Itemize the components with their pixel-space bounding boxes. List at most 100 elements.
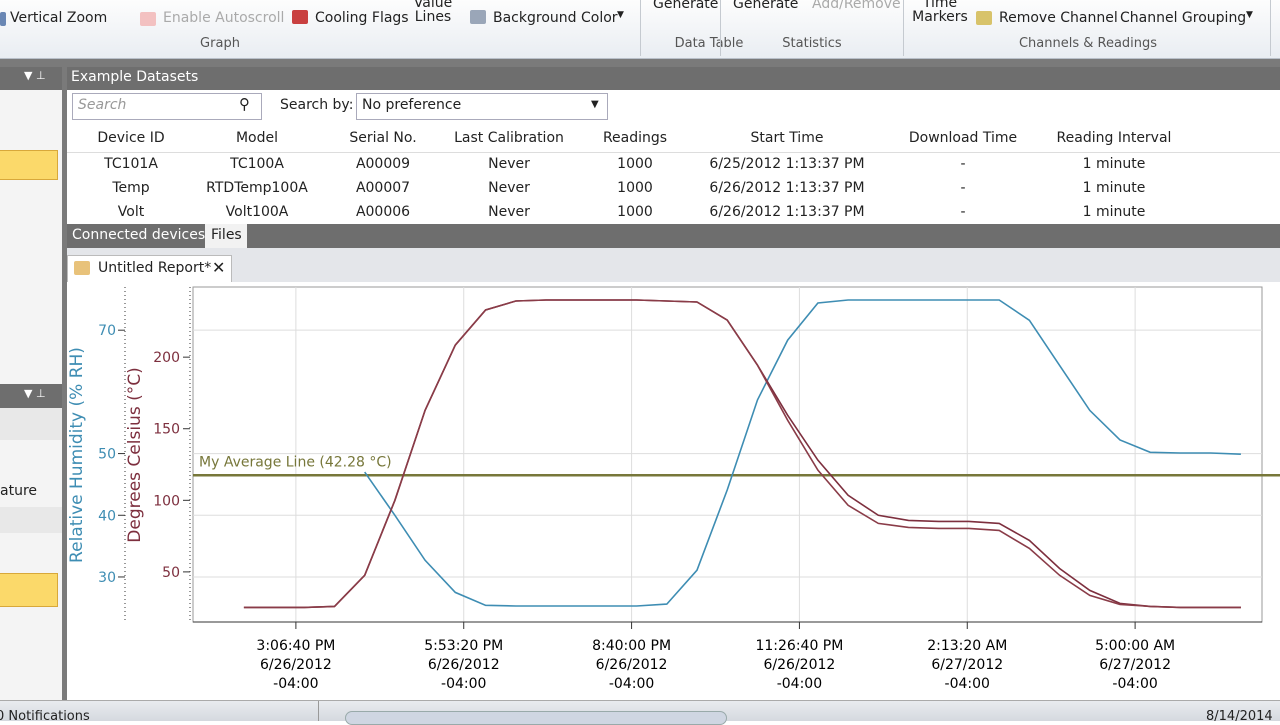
table-cell: 1 minute — [1082, 204, 1146, 220]
x-tick-label-line: 6/26/2012 — [596, 657, 668, 673]
search-box[interactable]: Search ⚲ — [72, 93, 262, 120]
x-tick-label: 2:13:20 AM 6/27/2012 -04:00 — [927, 638, 1007, 692]
x-tick-label: 5:00:00 AM 6/27/2012 -04:00 — [1095, 638, 1175, 692]
add-remove[interactable]: Add/Remove — [812, 0, 901, 12]
y2-axis-title: Degrees Celsius (°C) — [125, 367, 145, 542]
table-cell: RTDTemp100A — [206, 180, 308, 196]
y-tick-label: 40 — [98, 508, 116, 524]
progress — [345, 711, 727, 725]
x-tick-label-line: -04:00 — [609, 676, 654, 692]
icon — [0, 12, 6, 26]
y2-tick-label: 100 — [153, 493, 180, 509]
table-cell: 6/26/2012 1:13:37 PM — [709, 180, 865, 196]
table-cell: 1000 — [617, 156, 653, 172]
group-label: Graph — [200, 36, 240, 51]
tab-bar: Connected devices Files — [67, 224, 1280, 248]
generate-statistics[interactable]: Generate — [733, 0, 799, 12]
remove-channel[interactable]: Remove Channel — [999, 10, 1118, 26]
table-cell: A00007 — [355, 180, 411, 196]
x-tick-label-line: 11:26:40 PM — [755, 638, 843, 654]
side-panel: ▼ ⊥ ▼ ⊥ ature — [0, 67, 62, 700]
tab[interactable]: Connected devices — [72, 227, 206, 243]
separator — [1270, 0, 1271, 56]
group-label: Data Table — [674, 36, 744, 51]
table-cell: Never — [488, 156, 530, 172]
vertical-zoom[interactable]: Vertical Zoom — [10, 10, 108, 26]
report-tab-title: Untitled Report* — [98, 260, 212, 276]
x-tick-label-line: -04:00 — [777, 676, 822, 692]
splitter — [62, 59, 67, 700]
table-header — [67, 125, 1280, 153]
x-tick-label-line: 6/27/2012 — [1099, 657, 1171, 673]
x-tick-label-line: -04:00 — [1112, 676, 1157, 692]
series-line — [364, 299, 1241, 607]
x-tick-label-line: 5:53:20 PM — [424, 638, 503, 654]
icon — [74, 261, 90, 275]
channel-grouping[interactable]: Channel Grouping — [1120, 10, 1247, 26]
x-tick-label-line: 2:13:20 AM — [927, 638, 1007, 654]
enable-autoscroll[interactable]: Enable Autoscroll — [163, 10, 285, 26]
time-markers[interactable]: Time Markers — [912, 0, 968, 25]
value-lines[interactable]: Value Lines — [413, 0, 453, 25]
selected-item[interactable] — [0, 573, 58, 607]
separator — [720, 0, 721, 56]
report-tab[interactable]: Untitled Report* ✕ — [67, 255, 232, 282]
table-cell: - — [960, 204, 966, 220]
table-cell: Volt — [117, 204, 145, 220]
selected-item[interactable] — [0, 150, 58, 180]
dropdown-arrow: ▼ — [617, 10, 624, 20]
ribbon: Vertical Zoom Enable Autoscroll Cooling … — [0, 0, 1280, 59]
x-tick-label-line: -04:00 — [945, 676, 990, 692]
column-header: Model — [235, 130, 279, 146]
search-icon: ⚲ — [239, 95, 250, 113]
separator — [318, 701, 319, 721]
x-tick-label-line: -04:00 — [441, 676, 486, 692]
notifications[interactable]: 0 Notifications — [0, 709, 90, 724]
y2-tick-label: 150 — [153, 422, 180, 438]
table-cell: 1000 — [617, 180, 653, 196]
close-button[interactable]: ✕ — [212, 258, 226, 277]
group-label: Channels & Readings — [1018, 36, 1158, 51]
chart: Relative Humidity (% RH) Degrees Celsius… — [67, 282, 1280, 700]
side-item[interactable]: ature — [0, 483, 38, 499]
generate-table[interactable]: Generate — [653, 0, 719, 12]
background-color[interactable]: Background Color — [493, 10, 618, 26]
x-tick-label-line: 3:06:40 PM — [256, 638, 335, 654]
cooling-flags[interactable]: Cooling Flags — [315, 10, 409, 26]
report-tab-bar: Untitled Report* ✕ — [67, 248, 1280, 282]
y-tick-label: 50 — [98, 447, 116, 463]
y-tick-label: 70 — [98, 323, 116, 339]
average-line-label: My Average Line (42.28 °C) — [199, 454, 392, 470]
plot-area — [192, 286, 1263, 623]
search-placeholder: Search — [78, 97, 127, 113]
x-tick-label-line: 6/27/2012 — [931, 657, 1003, 673]
list-row — [0, 507, 62, 533]
tab-active[interactable]: Files — [205, 224, 247, 248]
table-cell: A00009 — [355, 156, 411, 172]
x-tick-label-line: 6/26/2012 — [428, 657, 500, 673]
datasets-table — [67, 125, 1280, 224]
x-tick-label: 8:40:00 PM 6/26/2012 -04:00 — [592, 638, 671, 692]
x-tick-label-line: 8:40:00 PM — [592, 638, 671, 654]
table-cell: 1000 — [617, 204, 653, 220]
table-cell: 6/26/2012 1:13:37 PM — [709, 204, 865, 220]
date: 8/14/2014 — [1206, 709, 1273, 724]
table-cell: TC101A — [104, 156, 158, 172]
x-tick-label-line: 6/26/2012 — [764, 657, 836, 673]
column-header: Start Time — [750, 130, 824, 146]
dropdown-arrow: ▼ — [591, 99, 599, 110]
table-cell: A00006 — [355, 204, 411, 220]
x-tick-label-line: 5:00:00 AM — [1095, 638, 1175, 654]
datasets-header: Example Datasets — [67, 67, 1280, 90]
tab[interactable]: Files — [211, 227, 242, 243]
y2-tick-label: 200 — [153, 350, 180, 366]
table-cell: 6/25/2012 1:13:37 PM — [709, 156, 865, 172]
separator — [903, 0, 904, 56]
search-by-select[interactable]: No preference ▼ — [356, 93, 608, 120]
icon — [470, 10, 486, 24]
icon — [140, 12, 156, 26]
column-header: Last Calibration — [454, 130, 564, 146]
table-cell: Temp — [112, 180, 150, 196]
icon — [292, 10, 308, 24]
